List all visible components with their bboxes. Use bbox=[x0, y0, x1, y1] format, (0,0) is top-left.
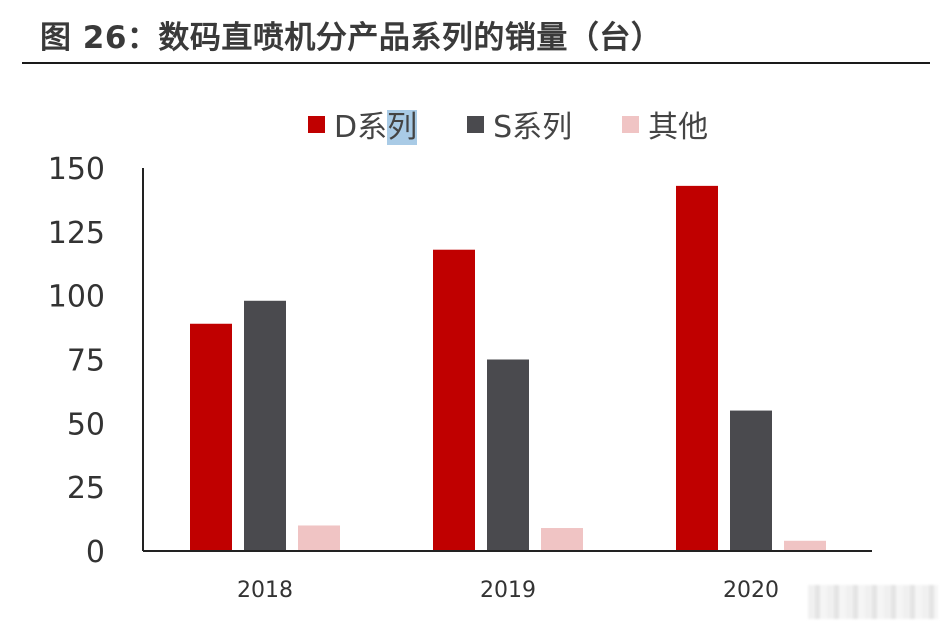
y-tick-label: 75 bbox=[67, 344, 105, 379]
legend-item-s-series: S系列 bbox=[467, 102, 572, 146]
bar-2020-series-3 bbox=[784, 540, 826, 551]
x-tick-label: 2018 bbox=[237, 578, 293, 603]
bar-2020-series-2 bbox=[730, 410, 772, 551]
x-tick-label: 2019 bbox=[480, 578, 536, 603]
y-tick-label: 150 bbox=[48, 152, 105, 187]
y-tick-label: 125 bbox=[48, 216, 105, 251]
blurred-watermark bbox=[808, 585, 938, 619]
legend-item-d-series: D系列 bbox=[308, 102, 418, 146]
legend-label-s-series: S系列 bbox=[493, 110, 573, 145]
bar-2019-series-2 bbox=[487, 359, 529, 551]
bar-2018-series-3 bbox=[298, 525, 340, 551]
x-tick-label: 2020 bbox=[723, 578, 779, 603]
figure-title: 图 26：数码直喷机分产品系列的销量（台） bbox=[40, 20, 663, 56]
legend-label-other: 其他 bbox=[648, 110, 709, 145]
legend-swatch-s-series bbox=[467, 115, 485, 133]
bar-2019-series-1 bbox=[433, 249, 475, 551]
legend-swatch-other bbox=[622, 115, 640, 133]
bar-2018-series-2 bbox=[244, 300, 286, 551]
legend-label-d-series: D系列 bbox=[334, 102, 418, 146]
legend-label-d-series-selected: 列 bbox=[387, 110, 418, 145]
title-divider bbox=[22, 62, 930, 64]
y-tick-label: 25 bbox=[67, 471, 105, 506]
bar-2019-series-3 bbox=[541, 528, 583, 551]
legend-item-other: 其他 bbox=[622, 102, 708, 146]
y-tick-label: 100 bbox=[48, 280, 105, 315]
y-tick-label: 50 bbox=[67, 407, 105, 442]
legend-swatch-d-series bbox=[308, 115, 325, 133]
legend-label-d-series-main: D系 bbox=[334, 110, 388, 145]
y-tick-label: 0 bbox=[86, 535, 105, 570]
bar-2020-series-1 bbox=[676, 185, 718, 551]
bar-2018-series-1 bbox=[190, 323, 232, 551]
chart-legend: D系列 S系列 其他 bbox=[308, 102, 708, 146]
